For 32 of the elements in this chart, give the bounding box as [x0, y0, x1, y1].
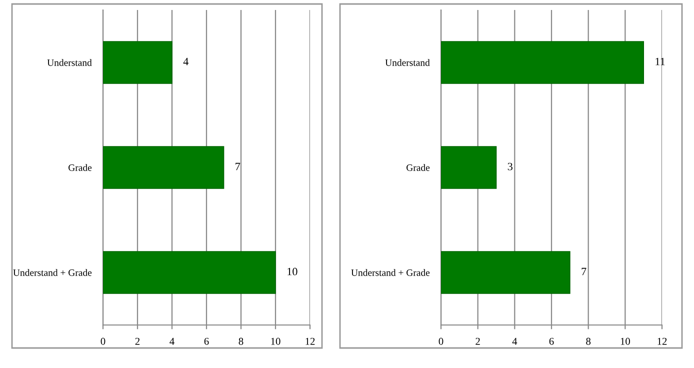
- data-label: 10: [288, 268, 298, 276]
- x-tick-label: 0: [438, 338, 444, 345]
- data-label: 7: [236, 162, 240, 170]
- x-tick-label: 2: [476, 338, 480, 345]
- data-label: 4: [183, 58, 188, 66]
- y-tick-label: Understand: [385, 59, 430, 66]
- bar: [441, 251, 570, 294]
- x-tick-label: 12: [306, 338, 315, 345]
- x-tick-label: 8: [586, 338, 591, 345]
- bar: [103, 41, 172, 84]
- bar: [103, 146, 224, 189]
- x-tick-label: 6: [549, 338, 554, 345]
- bar: [441, 41, 644, 84]
- x-tick-label: 0: [100, 338, 106, 345]
- data-label: 3: [508, 162, 512, 170]
- bar: [441, 146, 497, 189]
- x-tick-label: 4: [512, 338, 518, 345]
- x-tick-label: 4: [170, 338, 174, 345]
- y-tick-label: Understand + Grade: [13, 269, 92, 276]
- data-label: 7: [582, 268, 586, 276]
- x-tick-label: 8: [238, 338, 244, 345]
- y-tick-label: Understand: [47, 59, 92, 66]
- y-tick-label: Understand + Grade: [351, 269, 430, 276]
- x-tick-label: 10: [271, 338, 280, 345]
- y-tick-label: Grade: [68, 164, 92, 171]
- y-tick-label: Grade: [406, 164, 430, 171]
- x-tick-label: 2: [135, 338, 140, 345]
- x-tick-label: 12: [658, 338, 667, 345]
- bar: [103, 251, 276, 294]
- x-tick-label: 6: [204, 338, 209, 345]
- data-label: 11: [656, 58, 665, 66]
- x-tick-label: 10: [620, 338, 630, 345]
